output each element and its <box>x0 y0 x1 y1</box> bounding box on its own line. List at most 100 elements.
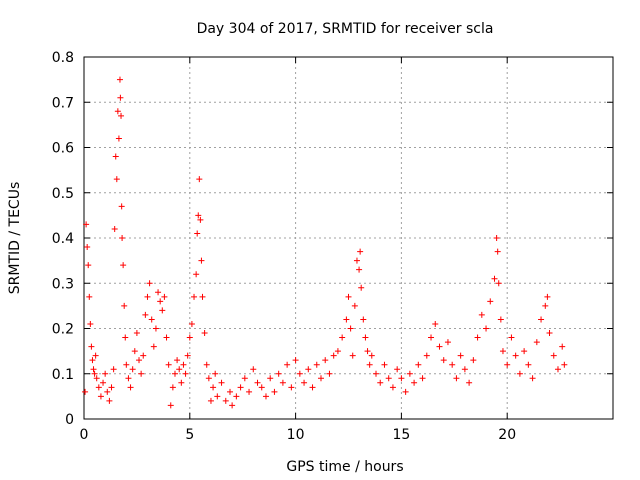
data-point <box>432 320 439 327</box>
data-point <box>214 393 221 400</box>
data-point <box>334 348 341 355</box>
data-point <box>258 384 265 391</box>
data-point <box>364 348 371 355</box>
data-point <box>176 366 183 373</box>
data-point <box>353 257 360 264</box>
data-point <box>120 262 127 269</box>
data-point <box>116 76 123 83</box>
data-point <box>345 293 352 300</box>
data-point <box>559 343 566 350</box>
data-point <box>339 334 346 341</box>
data-point <box>93 375 100 382</box>
x-tick-label: 10 <box>287 427 305 443</box>
data-point <box>207 397 214 404</box>
data-point <box>366 361 373 368</box>
grid-lines <box>84 57 613 419</box>
data-point <box>521 348 528 355</box>
data-point <box>196 176 203 183</box>
data-point <box>406 370 413 377</box>
data-point <box>428 334 435 341</box>
data-point <box>330 352 337 359</box>
data-point <box>88 343 95 350</box>
data-point <box>538 316 545 323</box>
data-point <box>241 375 248 382</box>
data-point <box>194 230 201 237</box>
data-point <box>144 293 151 300</box>
data-point <box>138 370 145 377</box>
data-points <box>82 76 568 409</box>
data-point <box>205 375 212 382</box>
data-point <box>487 298 494 305</box>
data-point <box>180 361 187 368</box>
data-point <box>474 334 481 341</box>
data-point <box>117 94 124 101</box>
data-point <box>271 388 278 395</box>
data-point <box>233 393 240 400</box>
data-point <box>227 388 234 395</box>
data-point <box>83 221 90 228</box>
data-point <box>191 293 198 300</box>
data-point <box>529 375 536 382</box>
data-point <box>161 293 168 300</box>
data-point <box>262 393 269 400</box>
data-point <box>322 357 329 364</box>
data-point <box>478 311 485 318</box>
data-point <box>470 357 477 364</box>
y-tick-label: 0 <box>65 412 74 428</box>
data-point <box>419 375 426 382</box>
data-point <box>309 384 316 391</box>
data-point <box>550 352 557 359</box>
data-point <box>102 370 109 377</box>
data-point <box>349 352 356 359</box>
data-point <box>313 361 320 368</box>
data-point <box>110 366 117 373</box>
data-point <box>440 357 447 364</box>
data-point <box>385 375 392 382</box>
data-point <box>461 366 468 373</box>
data-point <box>317 375 324 382</box>
data-point <box>87 320 94 327</box>
data-point <box>246 388 253 395</box>
data-point <box>104 388 111 395</box>
data-point <box>544 293 551 300</box>
data-point <box>82 388 89 395</box>
data-point <box>86 293 93 300</box>
data-point <box>182 370 189 377</box>
data-point <box>267 375 274 382</box>
data-point <box>457 352 464 359</box>
data-point <box>292 357 299 364</box>
data-point <box>169 384 176 391</box>
data-point <box>100 379 107 386</box>
y-axis-label: SRMTID / TECUs <box>7 182 23 295</box>
data-point <box>159 307 166 314</box>
y-tick-label: 0.2 <box>52 322 74 338</box>
data-point <box>171 370 178 377</box>
data-point <box>157 298 164 305</box>
data-point <box>542 302 549 309</box>
data-point <box>381 361 388 368</box>
data-point <box>125 375 132 382</box>
data-point <box>193 271 200 278</box>
x-tick-label: 0 <box>80 427 89 443</box>
data-point <box>275 370 282 377</box>
y-tick-label: 0.1 <box>52 367 74 383</box>
data-point <box>516 370 523 377</box>
data-point <box>129 366 136 373</box>
data-point <box>167 402 174 409</box>
y-tick-label: 0.3 <box>52 276 74 292</box>
data-point <box>494 248 501 255</box>
data-point <box>360 316 367 323</box>
data-point <box>178 379 185 386</box>
y-tick-label: 0.8 <box>52 50 74 66</box>
data-point <box>347 325 354 332</box>
data-point <box>389 384 396 391</box>
data-point <box>113 176 120 183</box>
data-point <box>512 352 519 359</box>
data-point <box>237 384 244 391</box>
data-point <box>449 361 456 368</box>
y-tick-label: 0.5 <box>52 186 74 202</box>
data-point <box>525 361 532 368</box>
axis-ticks <box>83 56 613 420</box>
data-point <box>195 212 202 219</box>
